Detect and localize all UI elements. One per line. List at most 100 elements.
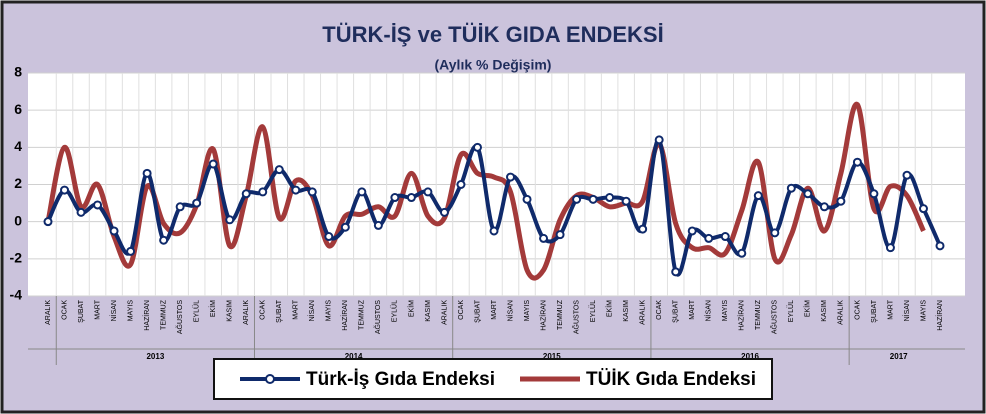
legend-label: TÜİK Gıda Endeksi bbox=[586, 369, 756, 390]
x-tick-label: ŞUBAT bbox=[871, 299, 878, 323]
point-marker bbox=[340, 222, 350, 232]
x-tick-label: AĞUSTOS bbox=[770, 300, 779, 334]
point-marker bbox=[456, 180, 466, 189]
point-marker bbox=[786, 183, 796, 193]
x-tick-label: HAZİRAN bbox=[737, 300, 746, 331]
x-tick-label: ŞUBAT bbox=[673, 299, 680, 323]
x-tick-label: ARALIK bbox=[441, 300, 448, 325]
point-marker bbox=[109, 226, 119, 236]
year-label: 2015 bbox=[543, 352, 561, 361]
x-tick-label: NİSAN bbox=[902, 300, 911, 321]
point-marker bbox=[522, 194, 532, 204]
x-tick-label: HAZİRAN bbox=[142, 300, 151, 331]
point-marker bbox=[373, 220, 383, 230]
point-marker bbox=[93, 200, 103, 210]
point-marker bbox=[390, 193, 400, 203]
point-marker bbox=[737, 248, 747, 258]
point-marker bbox=[704, 233, 714, 243]
x-tick-label: ARALIK bbox=[838, 300, 845, 325]
x-tick-label: KASIM bbox=[227, 300, 234, 322]
point-marker bbox=[406, 193, 416, 203]
x-tick-label: KASIM bbox=[821, 300, 828, 322]
point-marker bbox=[935, 241, 945, 251]
point-marker bbox=[241, 189, 251, 199]
year-label: 2017 bbox=[890, 352, 908, 361]
point-marker bbox=[671, 267, 681, 277]
point-marker bbox=[76, 207, 86, 217]
x-tick-label: HAZİRAN bbox=[935, 300, 944, 331]
point-marker bbox=[918, 204, 928, 214]
x-tick-label: AĞUSTOS bbox=[571, 300, 580, 334]
x-tick-label: NİSAN bbox=[505, 300, 514, 321]
point-marker bbox=[175, 202, 185, 212]
point-marker bbox=[638, 224, 648, 234]
x-tick-label: MAYIS bbox=[326, 300, 333, 322]
point-marker bbox=[506, 172, 516, 182]
x-tick-label: NİSAN bbox=[307, 300, 316, 321]
point-marker bbox=[324, 232, 334, 242]
x-tick-label: MAYIS bbox=[722, 300, 729, 322]
x-tick-label: EYLÜL bbox=[391, 300, 399, 322]
x-tick-label: HAZİRAN bbox=[340, 300, 349, 331]
y-tick-label: 4 bbox=[14, 138, 22, 154]
point-marker bbox=[274, 165, 284, 175]
point-marker bbox=[836, 196, 846, 206]
y-tick-label: 0 bbox=[14, 212, 22, 228]
year-label: 2013 bbox=[146, 352, 164, 361]
x-tick-label: EKİM bbox=[604, 300, 613, 317]
x-tick-label: EYLÜL bbox=[193, 300, 201, 322]
legend-marker bbox=[265, 374, 275, 384]
x-tick-label: NİSAN bbox=[704, 300, 713, 321]
x-tick-label: ŞUBAT bbox=[474, 299, 481, 323]
point-marker bbox=[687, 226, 697, 236]
y-tick-label: 2 bbox=[14, 175, 22, 191]
point-marker bbox=[555, 230, 565, 240]
point-marker bbox=[258, 187, 268, 197]
point-marker bbox=[572, 194, 582, 204]
point-marker bbox=[472, 142, 482, 152]
point-marker bbox=[291, 185, 301, 195]
x-tick-label: MART bbox=[94, 299, 101, 319]
legend bbox=[213, 358, 773, 400]
x-tick-label: MART bbox=[293, 299, 300, 319]
x-tick-label: EKİM bbox=[406, 300, 415, 317]
y-tick-label: -2 bbox=[10, 250, 23, 266]
x-tick-label: TEMMUZ bbox=[755, 299, 762, 330]
point-marker bbox=[208, 159, 218, 169]
chart-title: TÜRK-İŞ ve TÜİK GIDA ENDEKSİ bbox=[322, 22, 663, 47]
point-marker bbox=[142, 168, 152, 178]
point-marker bbox=[43, 217, 53, 227]
point-marker bbox=[654, 135, 664, 145]
point-marker bbox=[869, 189, 879, 199]
x-tick-label: MART bbox=[887, 299, 894, 319]
point-marker bbox=[60, 185, 70, 195]
x-tick-label: OCAK bbox=[854, 300, 861, 320]
legend-label: Türk-İş Gıda Endeksi bbox=[306, 369, 495, 390]
point-marker bbox=[423, 187, 433, 197]
point-marker bbox=[192, 198, 202, 208]
point-marker bbox=[539, 233, 549, 243]
point-marker bbox=[225, 215, 235, 225]
x-tick-label: MAYIS bbox=[920, 300, 927, 322]
point-marker bbox=[621, 196, 631, 206]
x-tick-label: KASIM bbox=[623, 300, 630, 322]
point-marker bbox=[753, 191, 763, 201]
point-marker bbox=[159, 235, 169, 245]
x-tick-label: OCAK bbox=[260, 300, 267, 320]
x-tick-label: EKİM bbox=[208, 300, 217, 317]
y-tick-label: 8 bbox=[14, 64, 22, 80]
x-tick-label: AĞUSTOS bbox=[175, 300, 184, 334]
x-tick-label: EYLÜL bbox=[589, 300, 597, 322]
x-tick-label: TEMMUZ bbox=[557, 299, 564, 330]
point-marker bbox=[770, 228, 780, 238]
year-label: 2016 bbox=[741, 352, 759, 361]
point-marker bbox=[307, 187, 317, 197]
point-marker bbox=[588, 194, 598, 204]
year-label: 2014 bbox=[345, 352, 363, 361]
x-tick-label: EKİM bbox=[803, 300, 812, 317]
x-tick-label: MART bbox=[491, 299, 498, 319]
x-tick-label: KASIM bbox=[425, 300, 432, 322]
x-tick-label: MAYIS bbox=[524, 300, 531, 322]
x-tick-label: ŞUBAT bbox=[78, 299, 85, 323]
